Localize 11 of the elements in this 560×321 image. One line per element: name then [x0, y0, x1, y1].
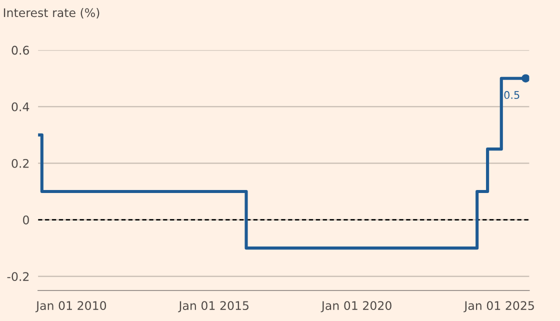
- y-tick-label: 0: [23, 216, 29, 224]
- y-tick-label: -0.2: [7, 272, 29, 282]
- y-tick-label: 0.6: [12, 46, 30, 55]
- y-tick-label: 0.4: [12, 102, 30, 112]
- x-tick-label: Jan 01 2010: [35, 301, 106, 312]
- x-tick-label: Jan 01 2020: [320, 301, 392, 312]
- y-axis-title: Interest rate (%): [4, 8, 100, 19]
- y-tick-label: 0.2: [12, 158, 29, 168]
- x-tick-label: Jan 01 2025: [464, 301, 534, 312]
- x-tick-label: Jan 01 2015: [178, 301, 248, 312]
- annotation: 0.5: [504, 91, 520, 99]
